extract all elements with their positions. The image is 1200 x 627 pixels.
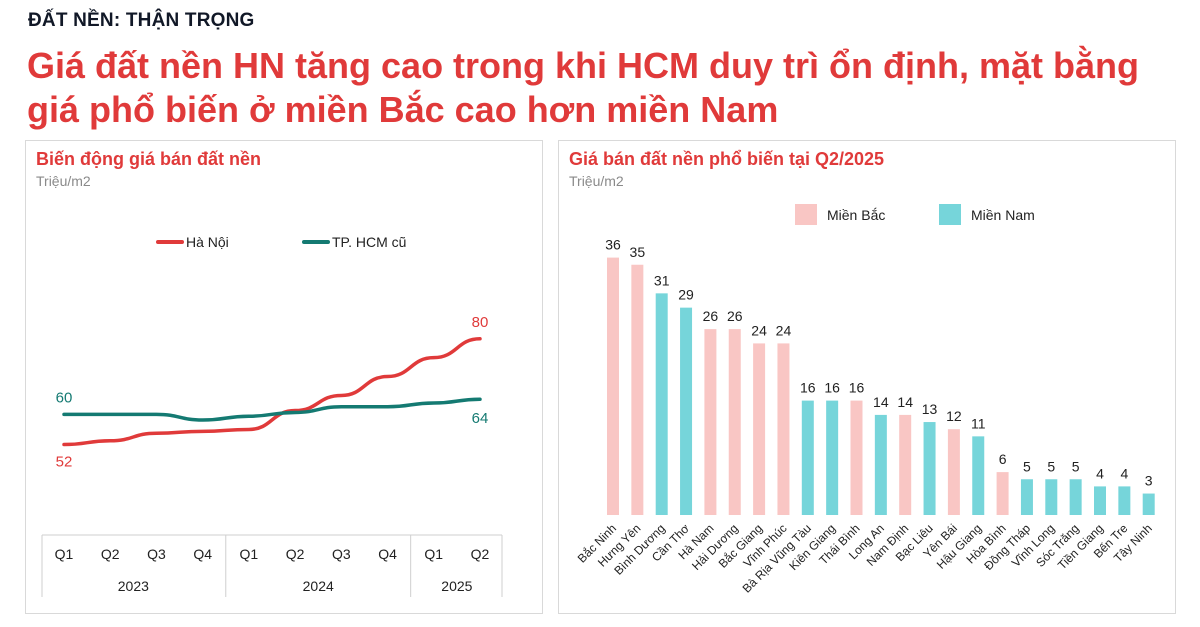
line-chart: Hà Nội TP. HCM cũ 52 80 60 64 2023 2024 2025 Q1 Q2… (41, 234, 503, 597)
bar-23 (1142, 493, 1155, 515)
bar-8 (777, 343, 790, 515)
bar-legend: Miền Bắc Miền Nam (795, 204, 1035, 225)
series-line-1 (62, 337, 482, 447)
bar-15 (947, 429, 960, 515)
legend-label-north: Miền Bắc (827, 207, 885, 223)
legend-label-1: Hà Nội (186, 234, 229, 250)
bar-value-label: 5 (1023, 458, 1031, 474)
bar-4 (680, 307, 693, 515)
bar-19 (1045, 479, 1058, 515)
bar-21 (1094, 486, 1106, 515)
bar-value-label: 6 (999, 451, 1007, 467)
bar-chart-unit: Triệu/m2 (569, 173, 624, 189)
bar-value-label: 16 (849, 380, 865, 396)
bar-value-label: 5 (1047, 458, 1055, 474)
year-label-2023: 2023 (118, 578, 149, 594)
bar-16 (972, 436, 985, 515)
bar-value-label: 14 (897, 394, 913, 410)
bar-11 (850, 400, 863, 515)
x-tick-label: Q2 (471, 546, 490, 562)
bar-value-label: 31 (654, 272, 670, 288)
bar-value-label: 13 (922, 401, 938, 417)
legend-label-2: TP. HCM cũ (332, 234, 406, 250)
bar-9 (801, 400, 814, 515)
year-label-2024: 2024 (303, 578, 334, 594)
bar-value-label: 26 (727, 308, 743, 324)
x-tick-label: Q3 (147, 546, 166, 562)
bar-20 (1069, 479, 1082, 515)
legend-swatch-south (939, 204, 961, 225)
year-label-2025: 2025 (441, 578, 472, 594)
bar-17 (996, 472, 1009, 515)
x-axis-table: 2023 2024 2025 Q1 Q2 Q3 Q4 Q1 Q2 Q3 Q4 Q1 Q2 (41, 534, 503, 597)
x-tick-label: Q1 (424, 546, 443, 562)
bar-value-label: 35 (630, 244, 646, 260)
data-label-last-1: 80 (472, 314, 489, 331)
x-tick-label: Q1 (55, 546, 74, 562)
bar-value-label: 4 (1120, 465, 1128, 481)
headline: Giá đất nền HN tăng cao trong khi HCM du… (27, 45, 1140, 130)
x-tick-label: Q2 (101, 546, 120, 562)
series-line-2 (62, 397, 482, 422)
x-tick-label: Q4 (378, 546, 397, 562)
bar-1 (607, 257, 619, 515)
bar-value-label: 3 (1145, 473, 1153, 489)
line-chart-unit: Triệu/m2 (36, 173, 91, 189)
line-chart-panel: Biến động giá bán đất nền Triệu/m2 Hà Nộ… (25, 140, 543, 614)
bar-value-label: 14 (873, 394, 889, 410)
bar-6 (728, 329, 741, 515)
bar-22 (1118, 486, 1131, 515)
bar-14 (923, 422, 936, 515)
line-chart-title: Biến động giá bán đất nền (36, 149, 261, 169)
bar-12 (874, 414, 887, 515)
bar-value-label: 36 (605, 237, 621, 253)
bar-value-label: 11 (971, 415, 986, 431)
bar-chart-title: Giá bán đất nền phổ biến tại Q2/2025 (569, 149, 885, 169)
bar-3 (655, 293, 668, 515)
bar-value-label: 16 (800, 380, 816, 396)
bar-value-label: 29 (678, 287, 694, 303)
data-label-last-2: 64 (472, 410, 489, 427)
bar-18 (1020, 479, 1033, 515)
bar-value-label: 4 (1096, 465, 1104, 481)
bar-5 (704, 329, 717, 515)
bar-10 (826, 400, 839, 515)
bar-value-label: 24 (776, 322, 792, 338)
bar-value-label: 16 (824, 380, 840, 396)
x-tick-label: Q3 (332, 546, 351, 562)
bar-13 (899, 414, 912, 515)
bar-value-label: 26 (703, 308, 719, 324)
legend-swatch-north (795, 204, 817, 225)
bar-7 (753, 343, 766, 515)
bar-value-label: 12 (946, 408, 962, 424)
bar-value-label: 5 (1072, 458, 1080, 474)
x-tick-label: Q2 (286, 546, 305, 562)
legend-label-south: Miền Nam (971, 207, 1035, 223)
data-label-first-1: 52 (56, 454, 73, 471)
bar-value-label: 24 (751, 322, 767, 338)
bar-2 (631, 264, 644, 515)
x-tick-label: Q1 (240, 546, 259, 562)
eyebrow-label: ĐẤT NỀN: THẬN TRỌNG (28, 10, 255, 31)
bar-chart-panel: Giá bán đất nền phổ biến tại Q2/2025 Tri… (558, 140, 1176, 614)
data-label-first-2: 60 (56, 389, 73, 406)
x-tick-label: Q4 (193, 546, 212, 562)
line-legend: Hà Nội TP. HCM cũ (156, 234, 406, 250)
